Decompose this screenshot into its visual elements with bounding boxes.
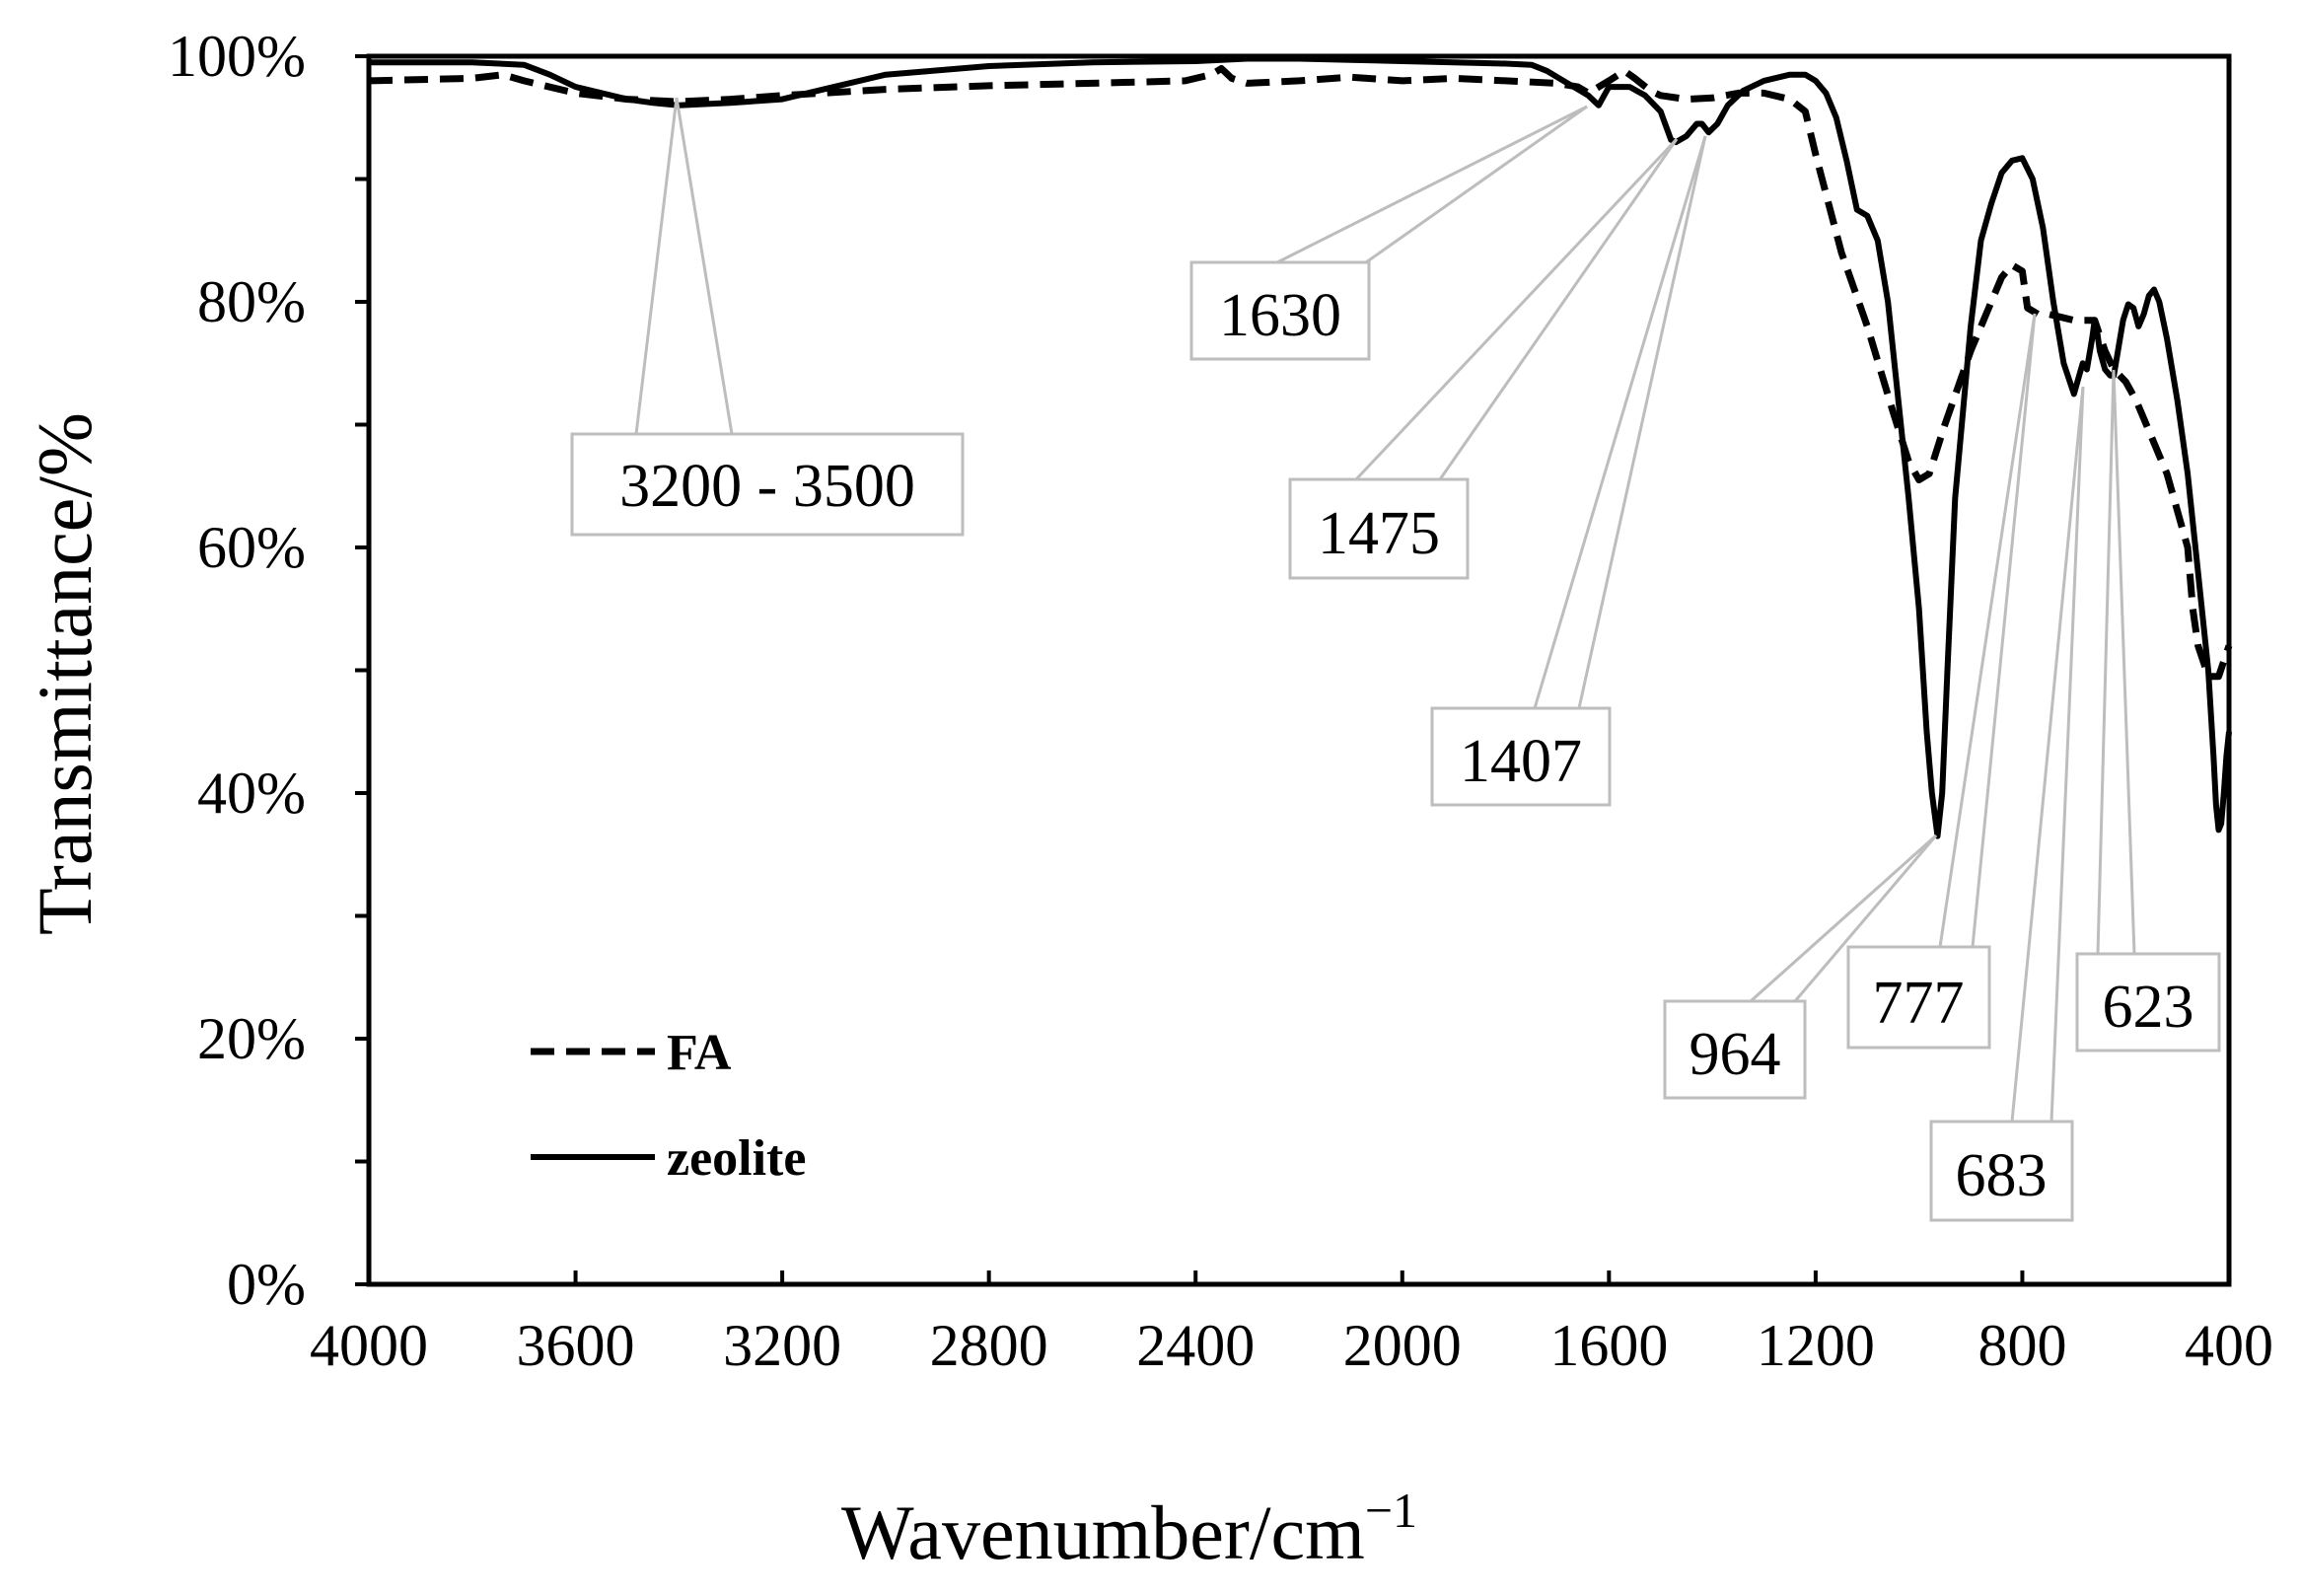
annotation-leader <box>1438 138 1679 480</box>
annotation-label: 623 <box>2103 974 2194 1041</box>
annotation-1630: 1630 <box>1189 105 1588 361</box>
annotation-leader <box>1938 313 2037 948</box>
annotation-1407: 1407 <box>1430 135 1707 807</box>
y-tick-label: 0% <box>227 1252 306 1317</box>
annotation-777: 777 <box>1846 313 2037 1050</box>
legend-label-zeolite: zeolite <box>667 1130 806 1187</box>
legend: FA zeolite <box>531 1025 806 1187</box>
annotation-leader <box>2010 386 2085 1123</box>
y-tick-label: 100% <box>168 24 306 89</box>
annotation-leader <box>675 97 734 435</box>
annotation-box <box>1189 260 1371 361</box>
y-axis-title: Transmittance/% <box>22 412 108 935</box>
x-tick-label: 2000 <box>1343 1313 1462 1378</box>
annotation-leader <box>2096 369 2116 955</box>
annotation-box <box>1663 999 1807 1100</box>
annotation-leader <box>1750 834 1937 1003</box>
x-tick-label: 1200 <box>1757 1313 1875 1378</box>
annotation-label: 777 <box>1873 970 1965 1037</box>
annotation-label: 683 <box>1956 1142 2048 1209</box>
y-axis-ticks <box>355 54 369 1286</box>
annotation-leader <box>1793 834 1938 1002</box>
annotation-683: 683 <box>1929 386 2085 1222</box>
annotation-leader <box>1365 105 1588 264</box>
x-tick-label: 3600 <box>517 1313 635 1378</box>
y-tick-label: 60% <box>197 515 306 580</box>
x-axis-title-text: Wavenumber/cm <box>841 1489 1365 1575</box>
annotation-leader <box>634 97 679 435</box>
annotation-leader <box>1577 135 1707 709</box>
x-axis-title: Wavenumber/cm−1 <box>841 1483 1417 1575</box>
x-tick-label: 800 <box>1977 1313 2066 1378</box>
annotation-box <box>1929 1120 2074 1222</box>
annotation-box <box>570 432 965 537</box>
annotation-box <box>1288 477 1470 580</box>
annotation-3200-3500: 3200 - 3500 <box>570 97 965 537</box>
annotation-box <box>2075 952 2221 1052</box>
annotation-leader <box>2112 369 2136 955</box>
annotation-964: 964 <box>1663 834 1938 1100</box>
annotation-label: 964 <box>1690 1021 1781 1088</box>
annotation-leader <box>1276 105 1588 264</box>
x-tick-label: 2400 <box>1136 1313 1255 1378</box>
annotation-leader <box>2049 386 2085 1123</box>
x-axis-title-superscript: −1 <box>1365 1483 1417 1538</box>
annotation-1475: 1475 <box>1288 137 1679 580</box>
y-axis-tick-labels: 0% 20% 40% 60% 80% 100% <box>168 24 306 1317</box>
x-tick-label: 400 <box>2185 1313 2273 1378</box>
x-axis-tick-labels: 4000 3600 3200 2800 2400 2000 1600 1200 800 400 <box>310 1313 2273 1378</box>
x-tick-label: 3200 <box>723 1313 841 1378</box>
annotation-label: 3200 - 3500 <box>619 453 915 520</box>
annotation-box <box>1846 945 1991 1050</box>
x-tick-label: 4000 <box>310 1313 428 1378</box>
annotation-box <box>1430 706 1612 807</box>
series-line-zeolite <box>369 55 2232 839</box>
annotation-leader <box>1354 137 1679 481</box>
y-tick-label: 40% <box>197 761 306 826</box>
annotation-label: 1475 <box>1318 500 1440 567</box>
annotation-leader <box>1533 135 1707 709</box>
annotation-label: 1407 <box>1460 728 1582 795</box>
x-axis-ticks <box>367 1270 2231 1284</box>
y-tick-label: 20% <box>197 1006 306 1071</box>
x-tick-label: 1600 <box>1549 1313 1668 1378</box>
legend-label-fa: FA <box>667 1025 732 1081</box>
x-tick-label: 2800 <box>930 1313 1048 1378</box>
annotation-label: 1630 <box>1219 282 1341 349</box>
y-tick-label: 80% <box>197 269 306 334</box>
annotation-623: 623 <box>2075 369 2221 1052</box>
annotation-leader <box>1971 313 2037 948</box>
series-line-fa <box>368 65 2233 681</box>
